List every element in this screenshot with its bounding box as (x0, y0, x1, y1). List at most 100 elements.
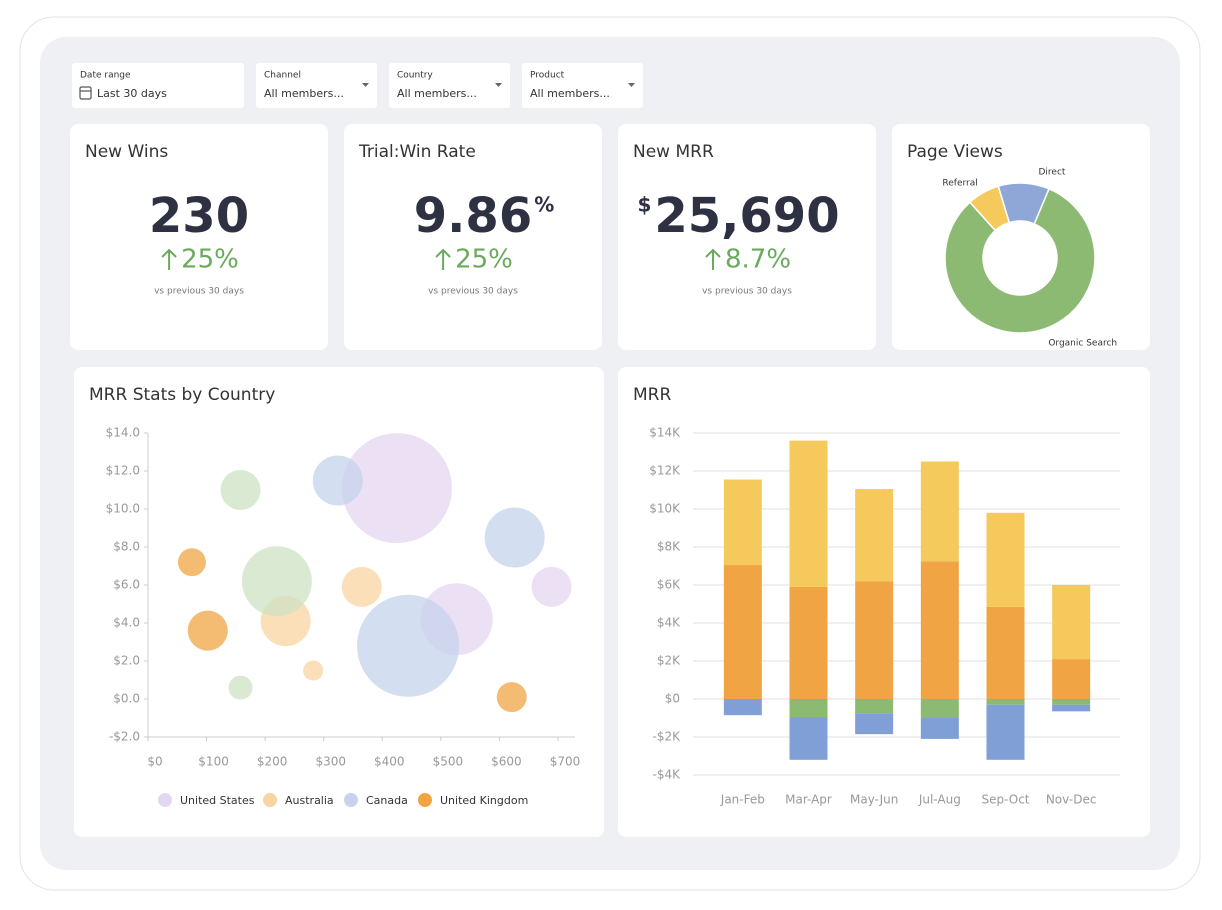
bar-segment (1052, 704, 1091, 712)
bar-segment (986, 512, 1025, 607)
bubble (341, 433, 452, 544)
dropdown-arrow (362, 83, 369, 87)
dropdown-arrow (628, 83, 635, 87)
filter-value: Last 30 days (97, 87, 167, 100)
up-arrow (161, 248, 177, 270)
x-tick-label: $600 (491, 755, 522, 769)
y-tick-label: -$4K (653, 768, 682, 782)
bubble (303, 660, 324, 681)
bubble (484, 507, 545, 568)
x-tick-label: $500 (433, 755, 464, 769)
x-tick-label: $400 (374, 755, 405, 769)
bar-segment (986, 606, 1025, 699)
legend-swatch (418, 793, 432, 807)
bar-segment (723, 699, 762, 716)
bar-segment (920, 561, 959, 699)
y-tick-label: $2K (657, 654, 681, 668)
y-tick-label: $14K (649, 426, 681, 440)
filter-value: All members... (530, 87, 610, 100)
kpi-change: 25% (181, 245, 239, 275)
kpi-change: 8.7% (725, 245, 791, 275)
bar-segment (920, 718, 959, 739)
y-tick-label: $8.0 (113, 540, 140, 554)
y-tick-label: $8K (657, 540, 681, 554)
y-tick-label: $0 (665, 692, 680, 706)
y-tick-label: $10K (649, 502, 681, 516)
y-tick-label: $4K (657, 616, 681, 630)
bar-segment (789, 440, 828, 587)
bar-segment (1052, 659, 1091, 699)
bubble (177, 548, 206, 577)
bar-segment (986, 704, 1025, 760)
filter-label: Product (530, 71, 565, 81)
kpi-card (70, 124, 328, 350)
filter-dropdown[interactable] (72, 63, 244, 108)
x-tick-label: Jul-Aug (918, 793, 961, 807)
up-arrow (435, 248, 451, 270)
kpi-title: New MRR (633, 142, 714, 162)
y-tick-label: $12K (649, 464, 681, 478)
x-tick-label: $700 (550, 755, 581, 769)
legend-label: Canada (366, 794, 408, 807)
bar-segment (1052, 699, 1091, 705)
bubble (496, 682, 527, 713)
kpi-value: 230 (149, 188, 249, 244)
bar-segment (789, 699, 828, 718)
bar-segment (1052, 585, 1091, 660)
bar-segment (855, 581, 894, 699)
x-tick-label: Sep-Oct (981, 793, 1029, 807)
legend-swatch (158, 793, 172, 807)
bar-segment (986, 699, 1025, 705)
x-tick-label: $300 (315, 755, 346, 769)
dropdown-arrow (495, 83, 502, 87)
kpi-title: Trial:Win Rate (358, 142, 476, 162)
bubble (241, 546, 312, 617)
legend-swatch (344, 793, 358, 807)
chart-title: Page Views (907, 142, 1003, 162)
filter-label: Country (397, 71, 433, 81)
kpi-unit: % (534, 193, 554, 217)
x-tick-label: Nov-Dec (1046, 793, 1097, 807)
bubble (531, 566, 572, 607)
y-tick-label: $6K (657, 578, 681, 592)
kpi-change: 25% (455, 245, 513, 275)
x-tick-label: $200 (257, 755, 288, 769)
filter-value: All members... (264, 87, 344, 100)
kpi-note: vs previous 30 days (154, 287, 244, 297)
pie-slice (944, 187, 1096, 334)
y-tick-label: $4.0 (113, 616, 140, 630)
kpi-value: 9.86 (414, 188, 532, 244)
calendar-icon (79, 86, 92, 100)
kpi-card (344, 124, 602, 350)
y-tick-label: -$2.0 (109, 730, 140, 744)
bubble (187, 610, 228, 651)
filter-dropdown[interactable] (389, 63, 510, 108)
bar-segment (920, 461, 959, 562)
x-tick-label: Mar-Apr (785, 793, 832, 807)
bar-segment (855, 699, 894, 714)
bar-segment (920, 699, 959, 718)
bubble (220, 470, 261, 510)
filter-dropdown[interactable] (256, 63, 377, 108)
filter-dropdown[interactable] (522, 63, 643, 108)
legend-label: Australia (285, 794, 334, 807)
kpi-note: vs previous 30 days (702, 287, 792, 297)
up-arrow (705, 248, 721, 270)
bubble (341, 566, 382, 607)
y-tick-label: $2.0 (113, 654, 140, 668)
slice-label: Organic Search (1048, 338, 1117, 348)
x-tick-label: Jan-Feb (720, 793, 765, 807)
bar-segment (789, 586, 828, 699)
x-tick-label: May-Jun (850, 793, 898, 807)
kpi-prefix: $ (637, 193, 651, 217)
y-tick-label: $12.0 (106, 464, 140, 478)
slice-label: Referral (942, 179, 977, 189)
y-tick-label: $14.0 (106, 426, 140, 440)
bar-segment (723, 565, 762, 699)
y-tick-label: -$2K (653, 730, 682, 744)
kpi-title: New Wins (85, 142, 168, 162)
bubble (228, 675, 253, 700)
legend-label: United States (180, 794, 255, 807)
chart-title: MRR Stats by Country (89, 385, 275, 405)
